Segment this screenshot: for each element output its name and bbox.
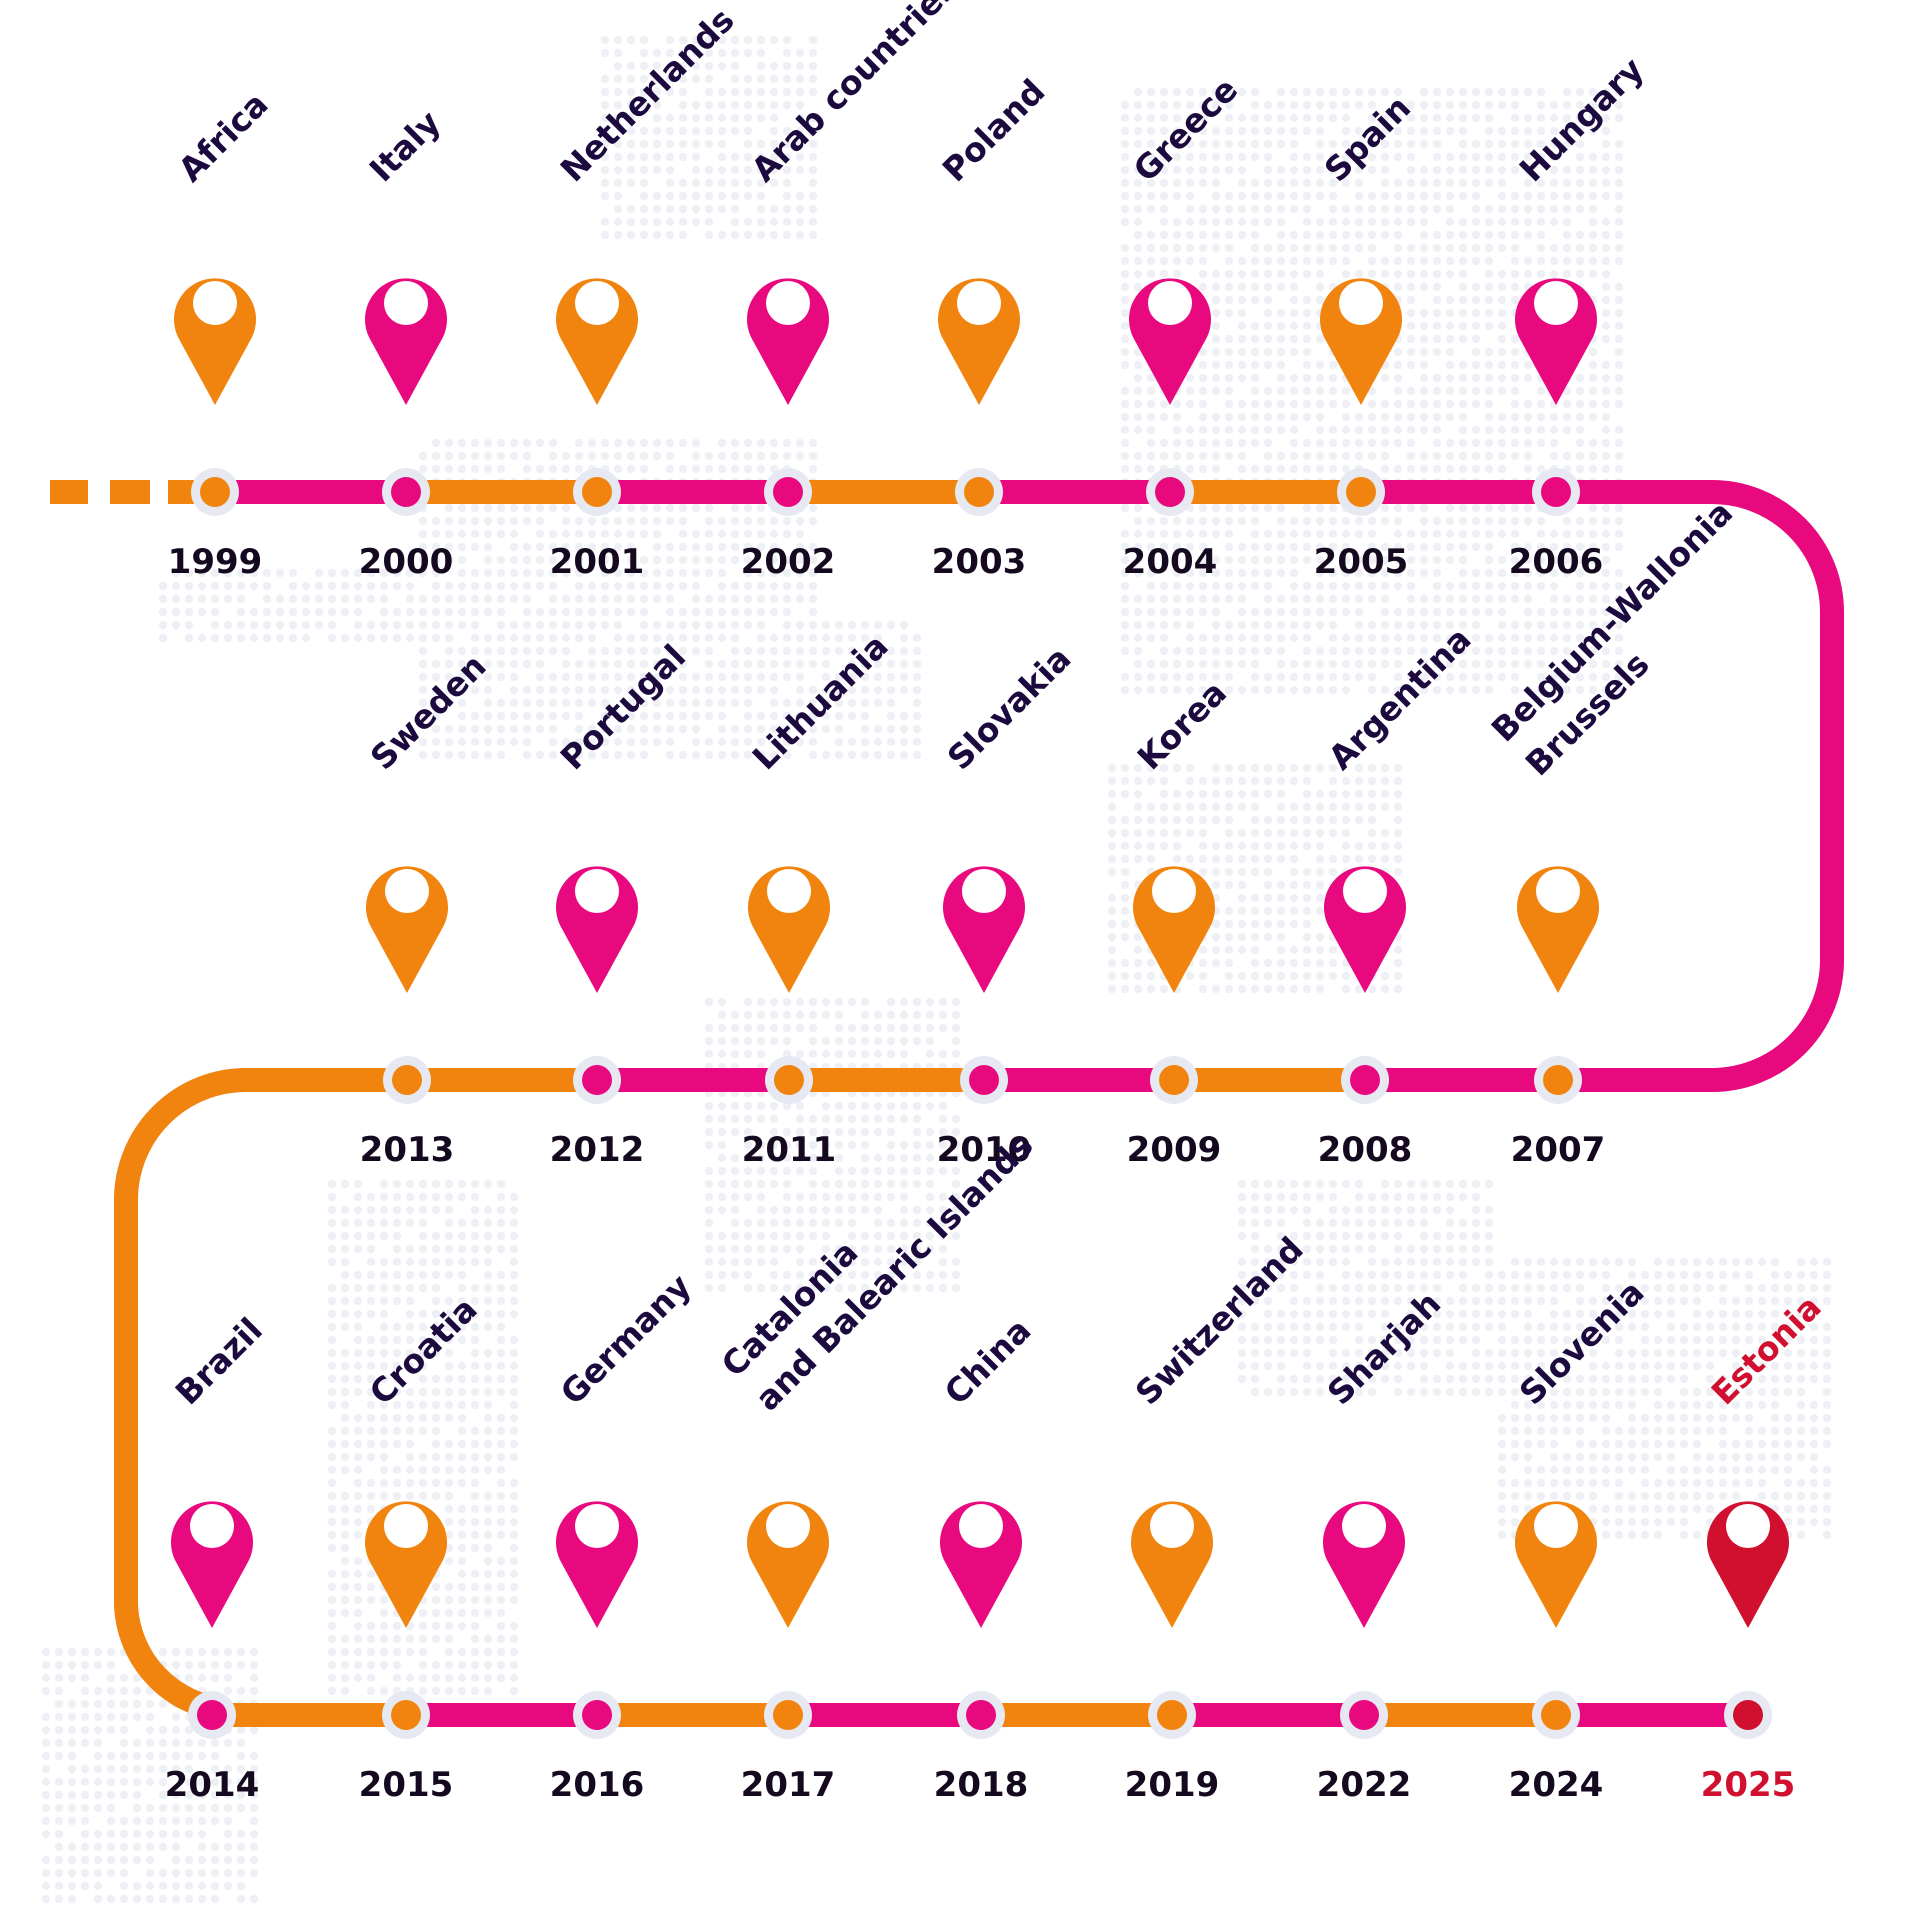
year-label: 2000 <box>336 542 476 582</box>
location-pin-icon <box>747 1501 829 1628</box>
year-label: 1999 <box>145 542 285 582</box>
year-label: 2013 <box>337 1130 477 1170</box>
year-label: 2003 <box>909 542 1049 582</box>
location-pin-icon <box>943 866 1025 993</box>
year-label: 2009 <box>1104 1130 1244 1170</box>
year-label: 2014 <box>142 1765 282 1805</box>
year-label: 2011 <box>719 1130 859 1170</box>
location-pin-icon <box>1707 1501 1789 1628</box>
timeline-node <box>955 468 1003 516</box>
timeline-node <box>765 1056 813 1104</box>
year-label: 2022 <box>1294 1765 1434 1805</box>
location-pin-icon <box>1131 1501 1213 1628</box>
location-pin-icon <box>556 1501 638 1628</box>
location-pin-icon <box>171 1501 253 1628</box>
year-label: 2012 <box>527 1130 667 1170</box>
timeline-node <box>1341 1056 1389 1104</box>
timeline-node <box>1724 1691 1772 1739</box>
location-pin-icon <box>1517 866 1599 993</box>
location-pin-icon <box>940 1501 1022 1628</box>
year-label: 2006 <box>1486 542 1626 582</box>
year-label: 2016 <box>527 1765 667 1805</box>
timeline-node <box>1150 1056 1198 1104</box>
location-pin-icon <box>1515 1501 1597 1628</box>
location-pin-icon <box>1515 278 1597 405</box>
year-label: 2018 <box>911 1765 1051 1805</box>
timeline-node <box>383 1056 431 1104</box>
timeline-node <box>1534 1056 1582 1104</box>
timeline-node <box>960 1056 1008 1104</box>
location-pin-icon <box>174 278 256 405</box>
location-pin-icon <box>747 278 829 405</box>
year-label: 2007 <box>1488 1130 1628 1170</box>
timeline-node <box>764 1691 812 1739</box>
timeline-node <box>1340 1691 1388 1739</box>
timeline-node <box>573 468 621 516</box>
timeline-node <box>957 1691 1005 1739</box>
location-pin-icon <box>938 278 1020 405</box>
year-label: 2004 <box>1100 542 1240 582</box>
timeline-node <box>573 1691 621 1739</box>
year-label: 2008 <box>1295 1130 1435 1170</box>
year-label: 2005 <box>1291 542 1431 582</box>
location-pin-icon <box>366 866 448 993</box>
location-pin-icon <box>556 866 638 993</box>
location-pin-icon <box>1129 278 1211 405</box>
timeline-node <box>1146 468 1194 516</box>
year-label: 2017 <box>718 1765 858 1805</box>
year-label: 2001 <box>527 542 667 582</box>
timeline-node <box>573 1056 621 1104</box>
timeline-node <box>382 468 430 516</box>
timeline-node <box>764 468 812 516</box>
year-label: 2002 <box>718 542 858 582</box>
timeline-node <box>191 468 239 516</box>
timeline-node <box>1148 1691 1196 1739</box>
location-pin-icon <box>1320 278 1402 405</box>
track-curve-left <box>126 1080 407 1710</box>
timeline-node <box>1337 468 1385 516</box>
location-pin-icon <box>365 278 447 405</box>
year-label: 2024 <box>1486 1765 1626 1805</box>
location-pin-icon <box>748 866 830 993</box>
timeline-node <box>1532 1691 1580 1739</box>
timeline-node <box>188 1691 236 1739</box>
year-label: 2015 <box>336 1765 476 1805</box>
timeline-node <box>1532 468 1580 516</box>
year-label: 2025 <box>1678 1765 1818 1805</box>
location-pin-icon <box>556 278 638 405</box>
year-label: 2019 <box>1102 1765 1242 1805</box>
timeline-node <box>382 1691 430 1739</box>
location-pin-icon <box>1323 1501 1405 1628</box>
